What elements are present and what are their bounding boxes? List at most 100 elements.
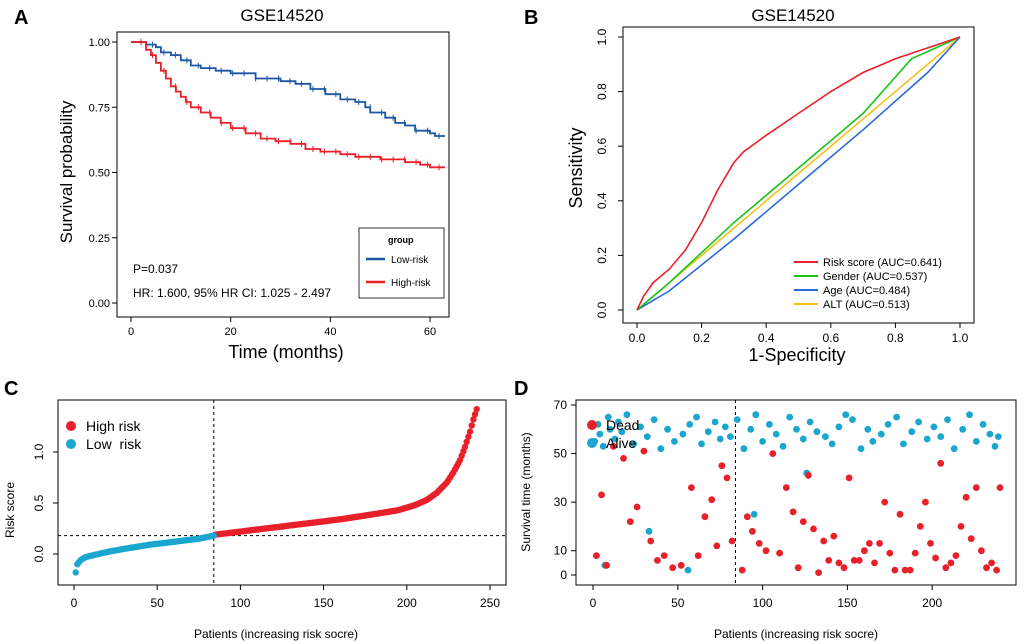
status-point-dead [789,508,797,516]
status-point-alive [793,425,800,433]
roc-y-tick-label: 0.6 [595,138,609,155]
status-point-dead [922,498,929,506]
status-point-alive [877,430,885,438]
status-point-dead [603,561,610,569]
roc-legend: Risk score (AUC=0.641) Gender (AUC=0.537)… [789,252,948,311]
risk-x-tick-label: 100 [230,596,250,610]
risk-points [72,406,480,576]
roc-legend-label: ALT (AUC=0.513) [823,299,910,311]
status-point-alive [740,445,748,453]
status-point-dead [718,462,726,470]
status-point-dead [896,510,904,518]
status-point-dead [840,564,848,572]
status-point-alive [813,428,821,436]
status-point-alive [657,445,665,453]
km-x-tick-label: 20 [225,326,237,338]
status-point-dead [738,566,746,574]
status-point-dead [835,559,843,567]
status-point-dead [932,554,939,562]
status-point-alive [716,435,724,443]
roc-x-tick-label: 0.2 [693,331,710,345]
status-point-dead [962,493,970,501]
roc-y-tick-label: 0.8 [595,83,609,100]
status-point-dead [805,472,812,479]
status-point-alive [623,411,631,419]
km-y-tick-label: 0.25 [89,233,110,245]
status-point-alive [937,433,945,440]
status-point-dead [988,559,995,567]
panel-label-c: C [4,378,18,400]
status-point-dead [669,564,677,572]
status-y-tick-label: 30 [554,495,568,509]
status-point-dead [677,561,685,569]
status-point-alive [849,416,856,423]
status-point-alive [959,425,967,433]
status-point-dead [876,540,883,547]
status-point-alive [923,435,931,443]
km-p-value: P=0.037 [133,262,178,276]
status-x-tick-label: 200 [922,596,942,610]
status-point-dead [647,537,655,545]
status-point-alive [615,418,622,426]
status-point-alive [864,425,872,433]
km-y-tick-label: 0.75 [89,102,110,114]
status-y-tick-label: 70 [554,398,568,412]
risk-point [465,433,472,440]
status-point-dead [610,442,617,450]
roc-curves [636,36,961,311]
status-point-dead [993,566,1000,574]
risk-x-label: Patients (increasing risk socre) [194,627,358,641]
risk-y-label: Risk score [3,482,17,538]
status-point-dead [996,484,1004,491]
status-point-alive [637,423,644,431]
km-curves [131,39,445,171]
roc-x-tick-label: 0.8 [887,331,904,345]
status-point-dead [660,552,668,559]
roc-x-tick-label: 0.0 [629,331,646,345]
risk-y-tick-label: 0.0 [32,545,46,562]
status-x-tick-label: 50 [671,596,685,610]
status-point-dead [701,513,709,521]
survival-status-chart: 0 10 30 50 70 0 50 100 150 200 Survival time (mo… [519,398,1017,641]
km-plot-frame [116,31,450,318]
status-point-dead [776,549,783,557]
status-point-alive [893,413,900,421]
risk-point [470,416,477,423]
status-point-dead [967,535,975,542]
status-legend-swatch-dead [587,420,597,430]
status-point-alive [915,418,922,426]
status-point-dead [762,547,770,555]
status-point-alive [679,430,687,438]
risk-legend-high: High risk [86,418,141,434]
status-point-dead [633,503,641,511]
status-point-dead [855,557,863,564]
status-point-alive [828,440,836,448]
km-y-tick-label: 0.50 [89,168,110,180]
status-point-dead [782,484,790,491]
status-point-alive [779,442,787,450]
status-point-dead [810,525,817,533]
roc-legend-label: Risk score (AUC=0.641) [823,257,942,269]
status-point-alive [650,416,658,423]
status-x-tick-label: 0 [590,596,597,610]
status-point-dead [983,564,990,572]
roc-y-axis: 0.0 0.2 0.4 0.6 0.8 1.0 [595,28,623,318]
risk-score-chart: 0.0 0.5 1.0 0 50 100 150 200 250 Risk score Pat… [3,399,507,641]
status-point-alive [596,430,604,438]
km-x-label: Time (months) [228,342,343,362]
risk-point [471,411,479,418]
status-point-dead [769,450,777,457]
km-chart: GSE14520 0.00 0.25 0.50 0.75 1.00 0 20 40 60 Su… [57,6,450,362]
status-point-dead [861,547,868,555]
status-point-alive [733,416,741,423]
status-point-dead [972,484,980,491]
km-legend-high: High-risk [391,278,431,289]
status-point-dead [728,537,736,545]
km-legend-title: group [388,235,414,245]
km-y-tick-label: 1.00 [89,37,110,49]
roc-legend-label: Gender (AUC=0.537) [823,271,927,283]
status-x-axis: 0 50 100 150 200 [590,585,943,610]
status-x-tick-label: 100 [753,596,773,610]
roc-y-tick-label: 0.0 [595,301,609,318]
status-y-tick-label: 50 [554,447,568,461]
